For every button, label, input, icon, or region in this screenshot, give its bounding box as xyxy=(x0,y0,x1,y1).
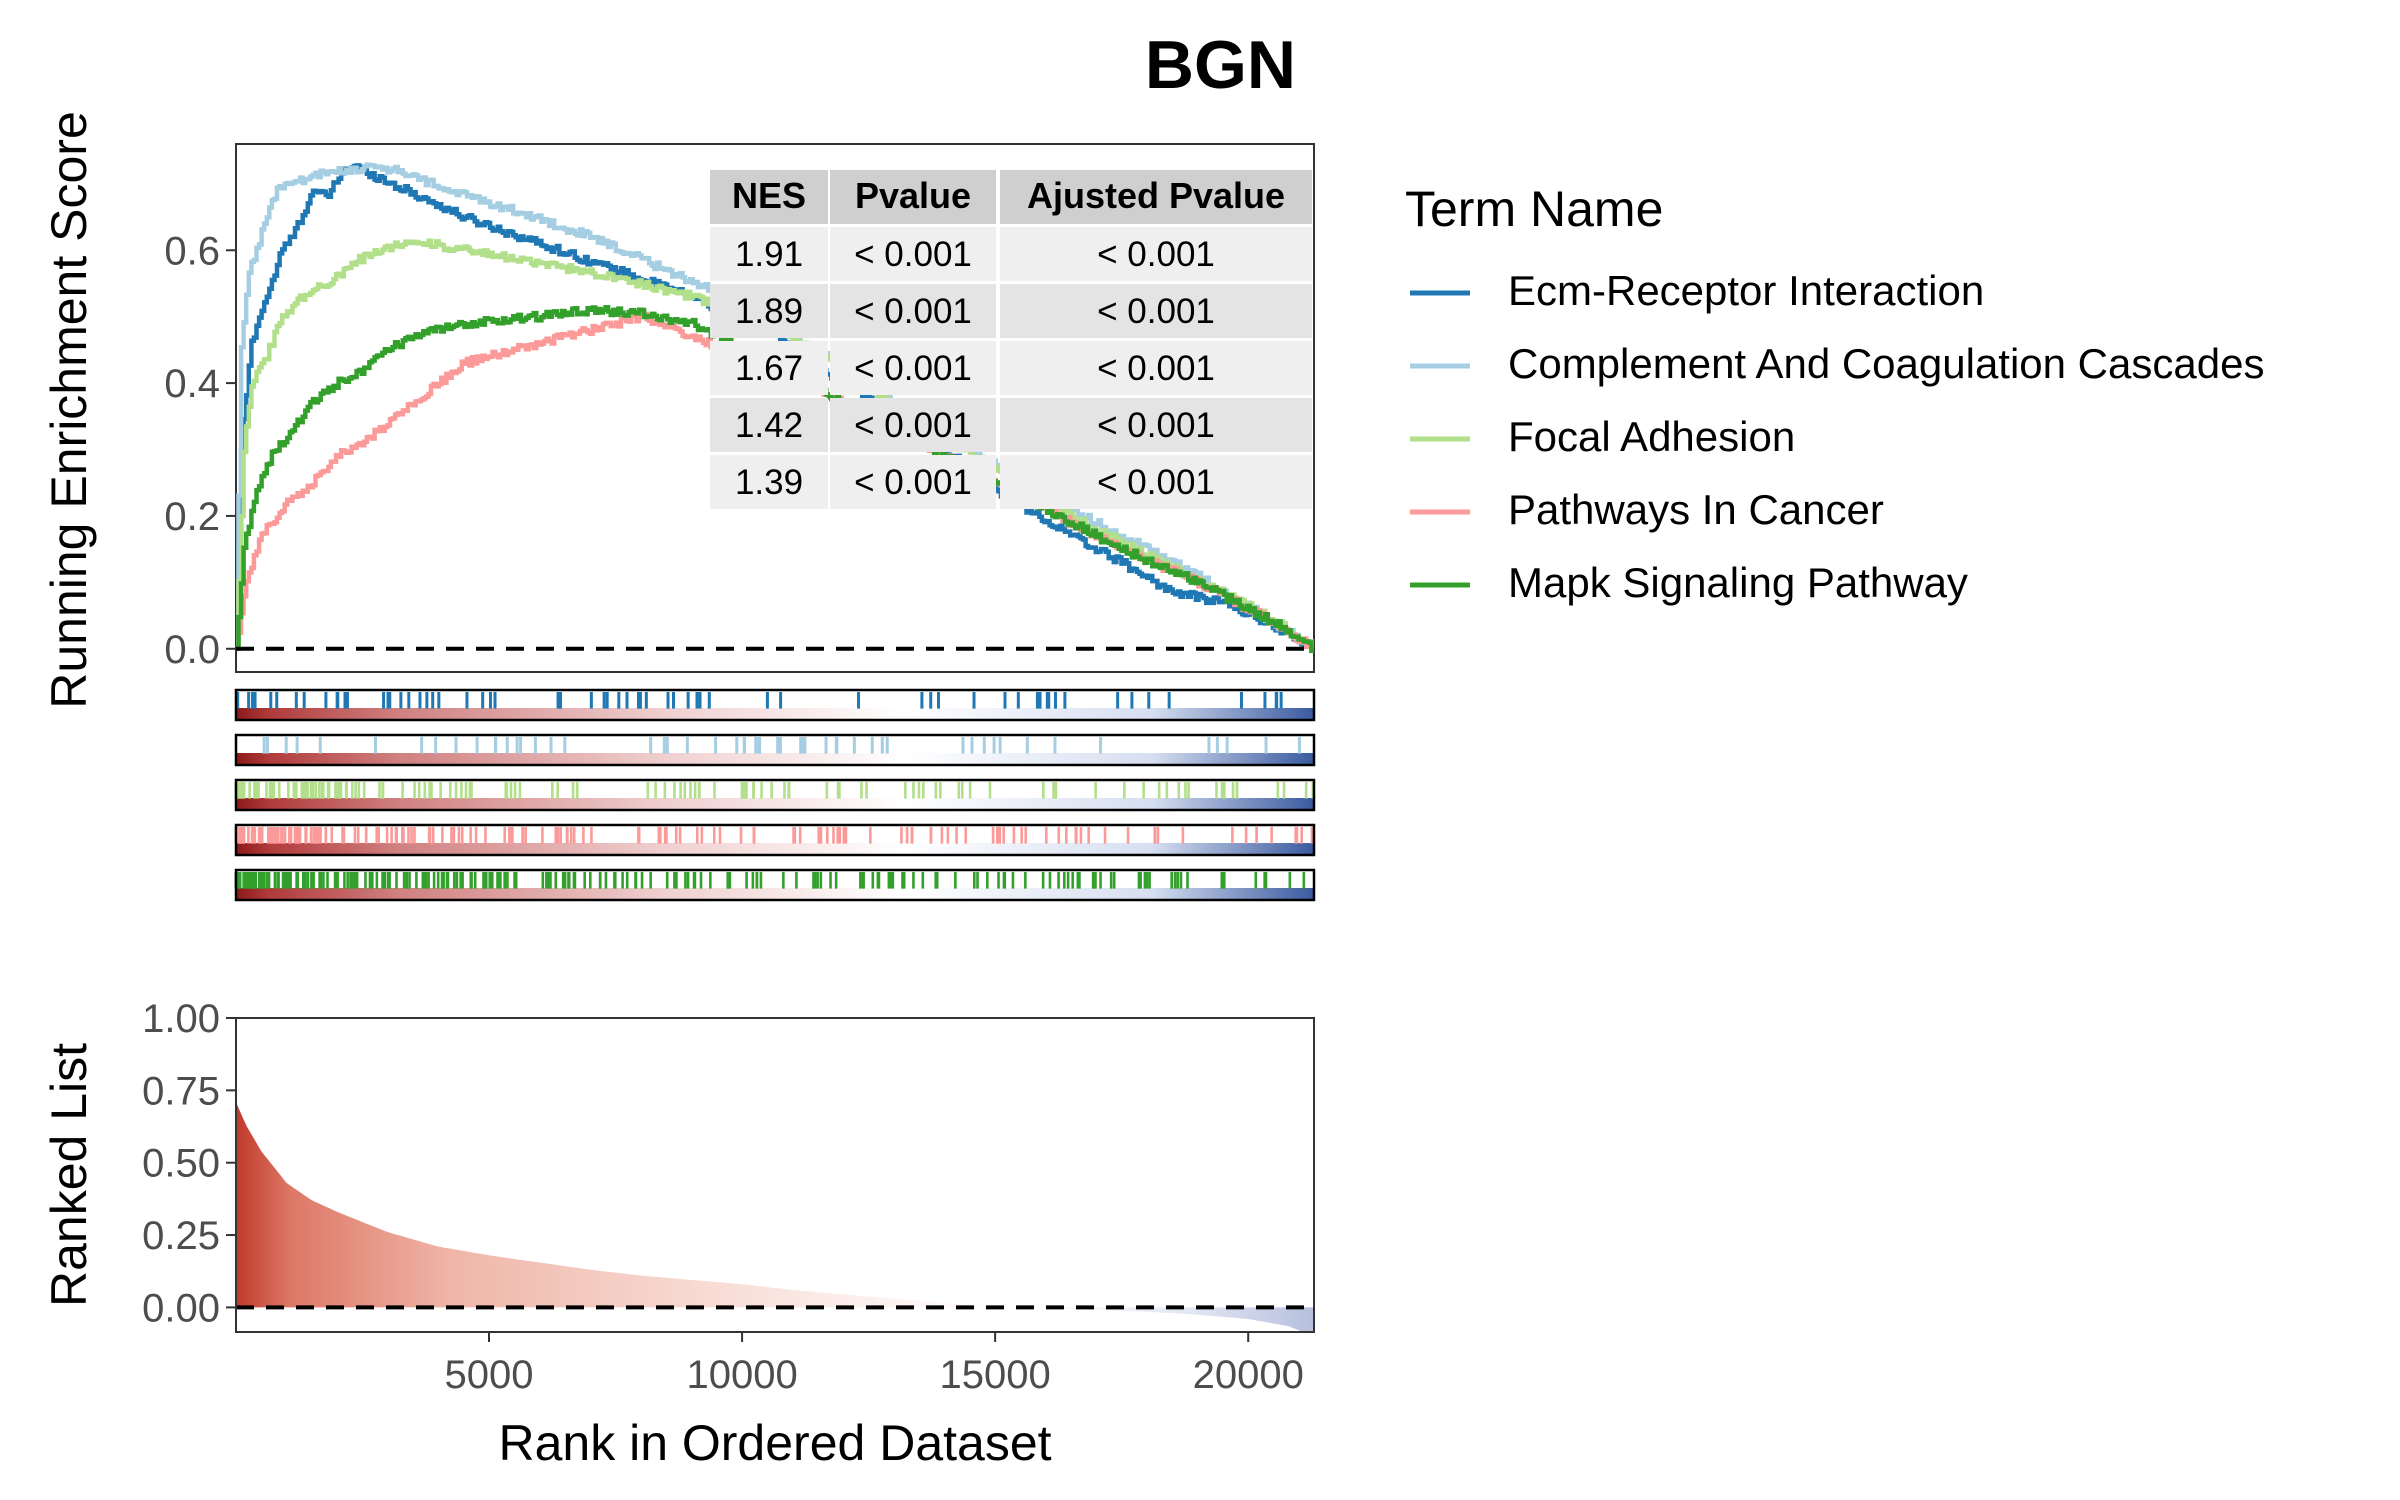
table-cell: < 0.001 xyxy=(854,235,972,274)
enrichment-y-axis-label: Running Enrichment Score xyxy=(41,111,97,709)
hit-strip-ecm-receptor-interaction xyxy=(234,688,1316,722)
hit-strip-heat xyxy=(236,843,1314,855)
rank-x-tick-label: 15000 xyxy=(940,1353,1051,1397)
table-cell: < 0.001 xyxy=(854,349,972,388)
table-header-cell xyxy=(1000,170,1312,224)
ranked-list-y-tick-label: 0.25 xyxy=(142,1214,220,1258)
hit-strip-frame xyxy=(234,688,1316,722)
table-cell-bg xyxy=(710,398,828,452)
table-header-nes: NES xyxy=(732,175,806,216)
table-cell-bg xyxy=(1000,341,1312,395)
hit-strip-pathways-in-cancer xyxy=(234,823,1316,857)
enrichment-y-tick-label: 0.6 xyxy=(164,229,220,273)
hit-strip-frame xyxy=(234,823,1316,857)
chart-title: BGN xyxy=(1145,27,1296,103)
legend-item-pathways-in-cancer: Pathways In Cancer xyxy=(1410,486,1884,533)
ranked-list-fill xyxy=(236,1102,1314,1332)
hit-strip-mapk-signaling-pathway xyxy=(234,868,1316,902)
table-cell: < 0.001 xyxy=(1097,349,1215,388)
table-cell: < 0.001 xyxy=(1097,463,1215,502)
hit-strip-heat xyxy=(236,708,1314,720)
ranked-list-y-tick-label: 1.00 xyxy=(142,997,220,1041)
ranked-list-y-tick-label: 0.50 xyxy=(142,1142,220,1186)
legend-label: Mapk Signaling Pathway xyxy=(1508,559,1968,606)
table-cell-bg xyxy=(1000,284,1312,338)
table-cell-bg xyxy=(710,284,828,338)
table-cell-bg xyxy=(1000,455,1312,509)
legend: Term Name Ecm-Receptor Interaction Comple… xyxy=(1405,181,2264,606)
legend-label: Complement And Coagulation Cascades xyxy=(1508,340,2264,387)
enrichment-y-tick-label: 0.0 xyxy=(164,628,220,672)
table-cell: 1.42 xyxy=(735,406,803,445)
rank-x-axis-label: Rank in Ordered Dataset xyxy=(498,1415,1051,1471)
table-header-ajusted-pvalue: Ajusted Pvalue xyxy=(1027,175,1285,216)
enrichment-y-tick-label: 0.2 xyxy=(164,495,220,539)
ranked-list-area xyxy=(236,1102,1314,1332)
table-cell: 1.91 xyxy=(735,235,803,274)
hit-strip-frame xyxy=(234,733,1316,767)
rank-x-tick-label: 10000 xyxy=(686,1353,797,1397)
rank-x-tick-label: 5000 xyxy=(445,1353,534,1397)
legend-title: Term Name xyxy=(1405,181,1663,237)
table-cell-bg xyxy=(1000,398,1312,452)
hit-strip-heat xyxy=(236,753,1314,765)
legend-label: Ecm-Receptor Interaction xyxy=(1508,267,1984,314)
table-cell: 1.67 xyxy=(735,349,803,388)
hit-strip-heat xyxy=(236,798,1314,810)
table-cell-bg xyxy=(830,455,996,509)
enrichment-score-panel: 0.0 0.2 0.4 0.6 NES Pvalue Ajusted Pvalue 1.91… xyxy=(41,111,1315,709)
table-cell: < 0.001 xyxy=(1097,235,1215,274)
legend-item-mapk-signaling-pathway: Mapk Signaling Pathway xyxy=(1410,559,1968,606)
ranked-list-y-tick-label: 0.00 xyxy=(142,1286,220,1330)
hit-strip-heat xyxy=(236,888,1314,900)
table-cell: < 0.001 xyxy=(854,406,972,445)
ranked-list-y-tick-label: 0.75 xyxy=(142,1069,220,1113)
rank-x-tick-label: 20000 xyxy=(1193,1353,1304,1397)
gene-hit-strips xyxy=(234,688,1316,902)
table-cell: < 0.001 xyxy=(854,463,972,502)
table-cell: < 0.001 xyxy=(1097,406,1215,445)
table-cell-bg xyxy=(710,455,828,509)
table-cell: 1.89 xyxy=(735,292,803,331)
table-cell-bg xyxy=(1000,227,1312,281)
table-cell-bg xyxy=(830,398,996,452)
table-cell-bg xyxy=(710,341,828,395)
hit-strip-focal-adhesion xyxy=(234,778,1316,812)
hit-strip-frame xyxy=(234,778,1316,812)
table-cell-bg xyxy=(830,341,996,395)
ranked-list-y-axis: 0.00 0.25 0.50 0.75 1.00 xyxy=(142,997,236,1330)
statistics-table: NES Pvalue Ajusted Pvalue 1.91 < 0.001 < 0.00… xyxy=(710,170,1312,509)
hit-strip-complement-and-coagulation-cascades xyxy=(234,733,1316,767)
table-cell: < 0.001 xyxy=(1097,292,1215,331)
enrichment-y-tick-label: 0.4 xyxy=(164,362,220,406)
ranked-list-y-axis-label: Ranked List xyxy=(41,1043,97,1307)
legend-label: Pathways In Cancer xyxy=(1508,486,1884,533)
ranked-list-panel: 0.00 0.25 0.50 0.75 1.00 5000 10000 15000 20000… xyxy=(41,997,1315,1471)
table-cell: < 0.001 xyxy=(854,292,972,331)
legend-item-ecm-receptor-interaction: Ecm-Receptor Interaction xyxy=(1410,267,1984,314)
legend-items: Ecm-Receptor Interaction Complement And C… xyxy=(1410,267,2264,606)
legend-label: Focal Adhesion xyxy=(1508,413,1795,460)
table-header-cell xyxy=(830,170,996,224)
table-cell-bg xyxy=(830,227,996,281)
ranked-list-plot-frame xyxy=(235,1017,1315,1333)
table-cell-bg xyxy=(710,227,828,281)
hit-strip-frame xyxy=(234,868,1316,902)
legend-item-focal-adhesion: Focal Adhesion xyxy=(1410,413,1795,460)
rank-x-axis: 5000 10000 15000 20000 xyxy=(445,1332,1304,1397)
table-cell-bg xyxy=(830,284,996,338)
legend-item-complement-and-coagulation-cascades: Complement And Coagulation Cascades xyxy=(1410,340,2264,387)
enrichment-y-axis: 0.0 0.2 0.4 0.6 xyxy=(164,229,236,672)
table-header-cell xyxy=(710,170,828,224)
table-cell: 1.39 xyxy=(735,463,803,502)
table-header-pvalue: Pvalue xyxy=(855,175,971,216)
